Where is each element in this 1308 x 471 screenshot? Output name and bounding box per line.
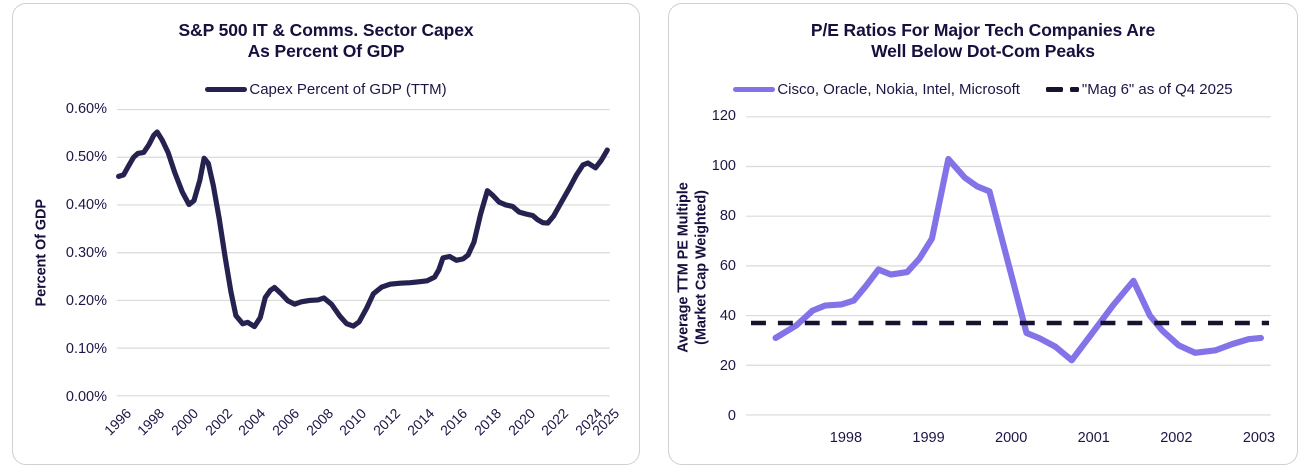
x-tick-label: 2001 [1077, 430, 1110, 446]
y-tick-label: 0.50% [65, 148, 107, 165]
capex-legend: Capex Percent of GDP (TTM) [13, 81, 639, 98]
y-tick-label: 0.20% [65, 292, 107, 309]
dashed-line-swatch-icon [1045, 87, 1079, 92]
pe-chart-title: P/E Ratios For Major Tech Companies Are … [669, 20, 1297, 62]
capex-chart-title: S&P 500 IT & Comms. Sector Capex As Perc… [13, 20, 639, 62]
solid-line-swatch-icon [205, 86, 248, 93]
series-line-tech_basket_pe [772, 155, 1264, 364]
solid-line-swatch-icon [733, 86, 776, 93]
y-tick-label: 120 [711, 108, 736, 125]
y-tick-label: 60 [719, 258, 736, 274]
capex-chart-card: S&P 500 IT & Comms. Sector Capex As Perc… [12, 3, 640, 465]
capex-plot-area [116, 108, 610, 397]
capex-title-line1: S&P 500 IT & Comms. Sector Capex [178, 20, 474, 40]
pe-chart-card: P/E Ratios For Major Tech Companies Are … [668, 3, 1298, 465]
pe-legend-label-tech-basket: Cisco, Oracle, Nokia, Intel, Microsoft [777, 81, 1020, 98]
x-tick-label: 2000 [995, 430, 1028, 446]
x-tick-label: 1998 [829, 430, 863, 446]
pe-legend: Cisco, Oracle, Nokia, Intel, Microsoft "… [669, 81, 1297, 98]
pe-legend-label-mag6: "Mag 6" as of Q4 2025 [1081, 81, 1233, 98]
capex-title-line2: As Percent Of GDP [247, 41, 405, 61]
y-tick-label: 0.10% [65, 340, 107, 357]
y-tick-label: 20 [719, 357, 736, 374]
pe-plot-area [746, 116, 1271, 416]
y-tick-label: 0.00% [65, 388, 107, 405]
capex-legend-item: Capex Percent of GDP (TTM) [205, 81, 447, 98]
pe-title-line2: Well Below Dot-Com Peaks [871, 41, 1095, 61]
y-tick-label: 0 [727, 407, 736, 424]
x-tick-label: 2002 [1160, 430, 1193, 446]
x-tick-label: 2003 [1242, 430, 1276, 446]
x-tick-label: 1999 [912, 430, 945, 446]
y-tick-label: 100 [711, 158, 736, 175]
y-tick-label: 0.60% [65, 101, 107, 117]
y-tick-label: 0.30% [65, 244, 107, 261]
pe-legend-item-mag6: "Mag 6" as of Q4 2025 [1045, 81, 1233, 98]
pe-legend-item-tech-basket: Cisco, Oracle, Nokia, Intel, Microsoft [733, 81, 1020, 98]
y-tick-label: 80 [719, 208, 736, 225]
y-tick-label: 40 [719, 307, 736, 324]
capex-legend-label: Capex Percent of GDP (TTM) [249, 81, 447, 98]
series-line-capex_pct_gdp [116, 129, 610, 330]
pe-title-line1: P/E Ratios For Major Tech Companies Are [810, 20, 1156, 40]
y-tick-label: 0.40% [65, 196, 107, 213]
